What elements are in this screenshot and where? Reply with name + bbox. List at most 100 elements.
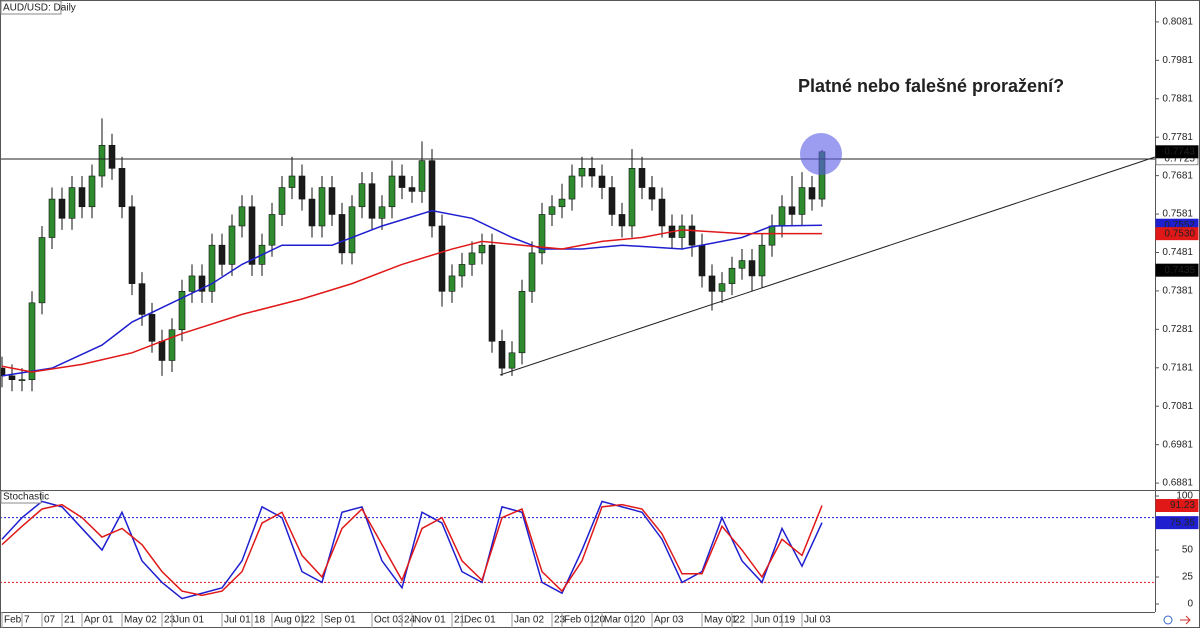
candle-body [498,340,506,369]
candle-body [488,244,496,342]
candle-body [78,187,86,208]
candle-body [728,267,736,284]
x-tick-label: 22 [304,615,316,626]
candle-body [298,175,306,200]
candle-body [508,352,516,369]
y-tick-label: 0.7281 [1162,324,1193,335]
candle-body [168,329,176,361]
candle-body [18,379,26,382]
candle-body [288,175,296,188]
plot-area [0,21,1159,605]
price-marker-label: 0.7743 [1164,146,1195,157]
x-tick-label: Apr 03 [654,615,684,626]
x-tick-label: 23 [554,615,566,626]
candle-body [438,225,446,292]
candle-body [738,260,746,269]
candle-body [798,187,806,215]
annotation: Platné nebo falešné proražení? [798,76,1064,96]
candle-body [48,198,56,238]
y-tick-label: 50 [1182,545,1194,556]
candle-body [538,214,546,254]
x-tick-label: Dec 01 [464,615,496,626]
line-series [1,209,823,377]
candle-body [528,252,536,292]
candle-body [598,175,606,188]
x-tick-label: Jun 01 [754,615,784,626]
candle-body [188,275,196,292]
candle-body [388,175,396,208]
candle-body [708,275,716,292]
y-tick-label: 0.7181 [1162,362,1193,373]
candle-body [418,160,426,192]
candle-body [58,198,66,219]
candle-body [558,198,566,208]
candle-body [208,244,216,292]
price-marker [1155,263,1199,277]
price-marker [1155,145,1199,159]
price-marker-label: 0.7552 [1164,220,1195,231]
title-box [0,0,62,15]
candle-body [678,225,686,238]
candle-body [758,244,766,277]
y-tick-label: 0.8081 [1162,17,1193,28]
candle-body [688,225,696,246]
trend-line [499,156,1156,376]
x-tick-label: Apr 01 [84,615,114,626]
y-tick-label: 25 [1182,572,1194,583]
price-marker [1155,516,1199,530]
x-tick-label: 7 [24,615,30,626]
candle-body [698,244,706,277]
icon[interactable] [1180,615,1191,625]
candle-body [138,283,146,315]
line-series [1,503,823,597]
candle-body [318,187,326,227]
candle-body [788,206,796,215]
candle-body [648,187,656,200]
candle-body [518,291,526,354]
x-tick-label: 24 [404,615,416,626]
candle-body [88,175,96,208]
candle-body [38,237,46,304]
y-tick-label: 0.7481 [1162,247,1193,258]
candle-body [458,264,466,277]
candle-body [148,314,156,342]
indicator-title-box [0,490,42,504]
candle-body [428,160,436,227]
indicator-title: Stochastic [3,492,49,503]
candle-body [308,198,316,227]
x-tick-label: May 01 [704,615,737,626]
corner-icons[interactable] [1163,615,1191,625]
candle-body [578,168,586,177]
candle-body [228,225,236,265]
candle-body [478,244,486,254]
y-tick-label: 100 [1176,491,1193,502]
candle-body [398,175,406,188]
price-marker-label: 0.7530 [1164,228,1195,239]
x-tick-label: Jul 03 [804,615,831,626]
candle-body [268,214,276,246]
x-tick-label: Jun 01 [174,615,204,626]
price-marker [1155,227,1199,241]
y-tick-label: 0.7081 [1162,401,1193,412]
x-tick-label: May 02 [124,615,157,626]
price-marker-label: 0.7435 [1164,265,1195,276]
y-tick-label: 0 [1187,599,1193,610]
y-tick-label: 0.7881 [1162,93,1193,104]
y-tick-label: 0.7581 [1162,209,1193,220]
highlight-circle [800,133,842,175]
y-tick-label: 0.7681 [1162,170,1193,181]
candle-body [588,168,596,177]
candle-body [68,187,76,219]
x-tick-label: 23 [164,615,176,626]
candle-body [358,183,366,208]
candle-body [178,291,186,331]
candle-body [718,283,726,292]
price-marker [1155,499,1199,513]
icon[interactable] [1163,615,1173,625]
x-tick-label: 21 [64,615,76,626]
y-tick-label: 0.7981 [1162,55,1193,66]
candle-body [108,144,116,169]
candle-body [638,168,646,188]
y-tick-label: 0.6981 [1162,439,1193,450]
